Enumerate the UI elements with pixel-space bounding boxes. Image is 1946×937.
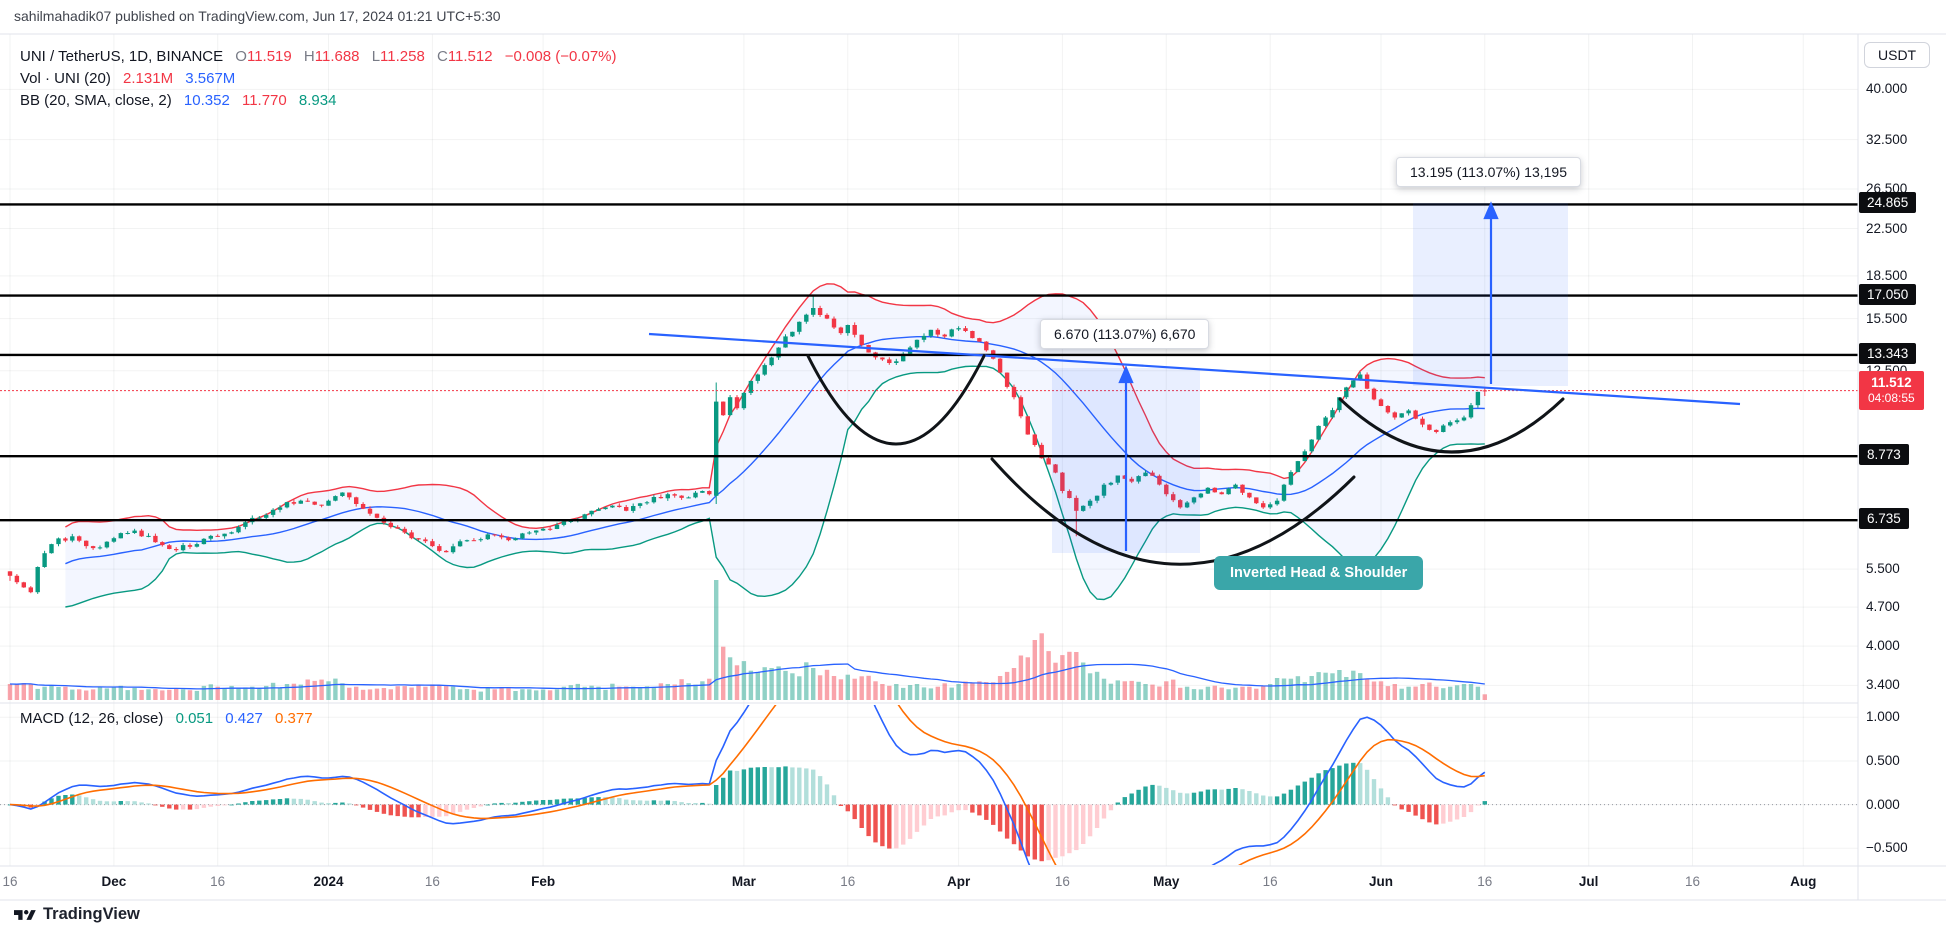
pane-separators bbox=[0, 33, 1946, 901]
symbol-legend-row: UNI / TetherUS, 1D, BINANCE O11.519 H11.… bbox=[20, 48, 617, 65]
low-value: 11.258 bbox=[380, 48, 425, 65]
volume-ma-value: 3.567M bbox=[185, 70, 236, 87]
bb-upper-value: 11.770 bbox=[241, 92, 287, 109]
macd-signal-value: 0.377 bbox=[275, 710, 313, 727]
last-price-badge: 11.512 04:08:55 bbox=[1859, 370, 1924, 410]
low-label: L bbox=[371, 48, 381, 65]
bb-basis-value: 10.352 bbox=[183, 92, 230, 109]
tradingview-logo[interactable]: TradingView bbox=[14, 905, 140, 924]
macd-indicator-title[interactable]: MACD (12, 26, close) bbox=[20, 710, 164, 727]
high-value: 11.688 bbox=[314, 48, 360, 65]
volume-indicator-title[interactable]: Vol · UNI (20) bbox=[20, 70, 111, 87]
volume-value: 2.131M bbox=[123, 70, 174, 87]
bb-lower-value: 8.934 bbox=[298, 92, 337, 109]
last-price-value: 11.512 bbox=[1871, 374, 1912, 390]
tradingview-logo-icon bbox=[14, 906, 36, 924]
symbol-title[interactable]: UNI / TetherUS, 1D, BINANCE bbox=[20, 48, 224, 65]
bar-countdown: 04:08:55 bbox=[1868, 391, 1915, 406]
open-label: O bbox=[235, 48, 247, 65]
tradingview-logo-text: TradingView bbox=[43, 905, 140, 923]
pattern-annotation-label[interactable]: Inverted Head & Shoulder bbox=[1214, 556, 1424, 590]
close-value: 11.512 bbox=[447, 48, 493, 65]
horizontal-level-lines[interactable] bbox=[0, 203, 1858, 522]
macd-lines bbox=[9, 705, 1486, 865]
macd-hist-value: 0.051 bbox=[175, 710, 214, 727]
publish-line: sahilmahadik07 published on TradingView.… bbox=[14, 8, 501, 24]
bb-legend-row: BB (20, SMA, close, 2) 10.352 11.770 8.9… bbox=[20, 92, 336, 109]
high-label: H bbox=[303, 48, 315, 65]
close-label: C bbox=[436, 48, 448, 65]
trendline-neckline[interactable] bbox=[648, 332, 1741, 406]
macd-line-value: 0.427 bbox=[225, 710, 263, 727]
candles-layer bbox=[7, 295, 1487, 594]
volume-bars-layer bbox=[7, 580, 1487, 700]
macd-histogram bbox=[7, 762, 1487, 862]
bb-indicator-title[interactable]: BB (20, SMA, close, 2) bbox=[20, 92, 172, 109]
measure-arrows[interactable] bbox=[1118, 201, 1499, 551]
price-range-label-b[interactable]: 13.195 (113.07%) 13,195 bbox=[1396, 157, 1581, 187]
change-value: −0.008 (−0.07%) bbox=[504, 48, 617, 65]
price-range-label-a[interactable]: 6.670 (113.07%) 6,670 bbox=[1040, 319, 1210, 349]
currency-toggle-button[interactable]: USDT bbox=[1864, 42, 1931, 68]
volume-legend-row: Vol · UNI (20) 2.131M 3.567M bbox=[20, 70, 235, 87]
head-shoulders-arcs[interactable] bbox=[806, 354, 1565, 566]
macd-legend-row: MACD (12, 26, close) 0.051 0.427 0.377 bbox=[20, 710, 313, 727]
open-value: 11.519 bbox=[246, 48, 292, 65]
